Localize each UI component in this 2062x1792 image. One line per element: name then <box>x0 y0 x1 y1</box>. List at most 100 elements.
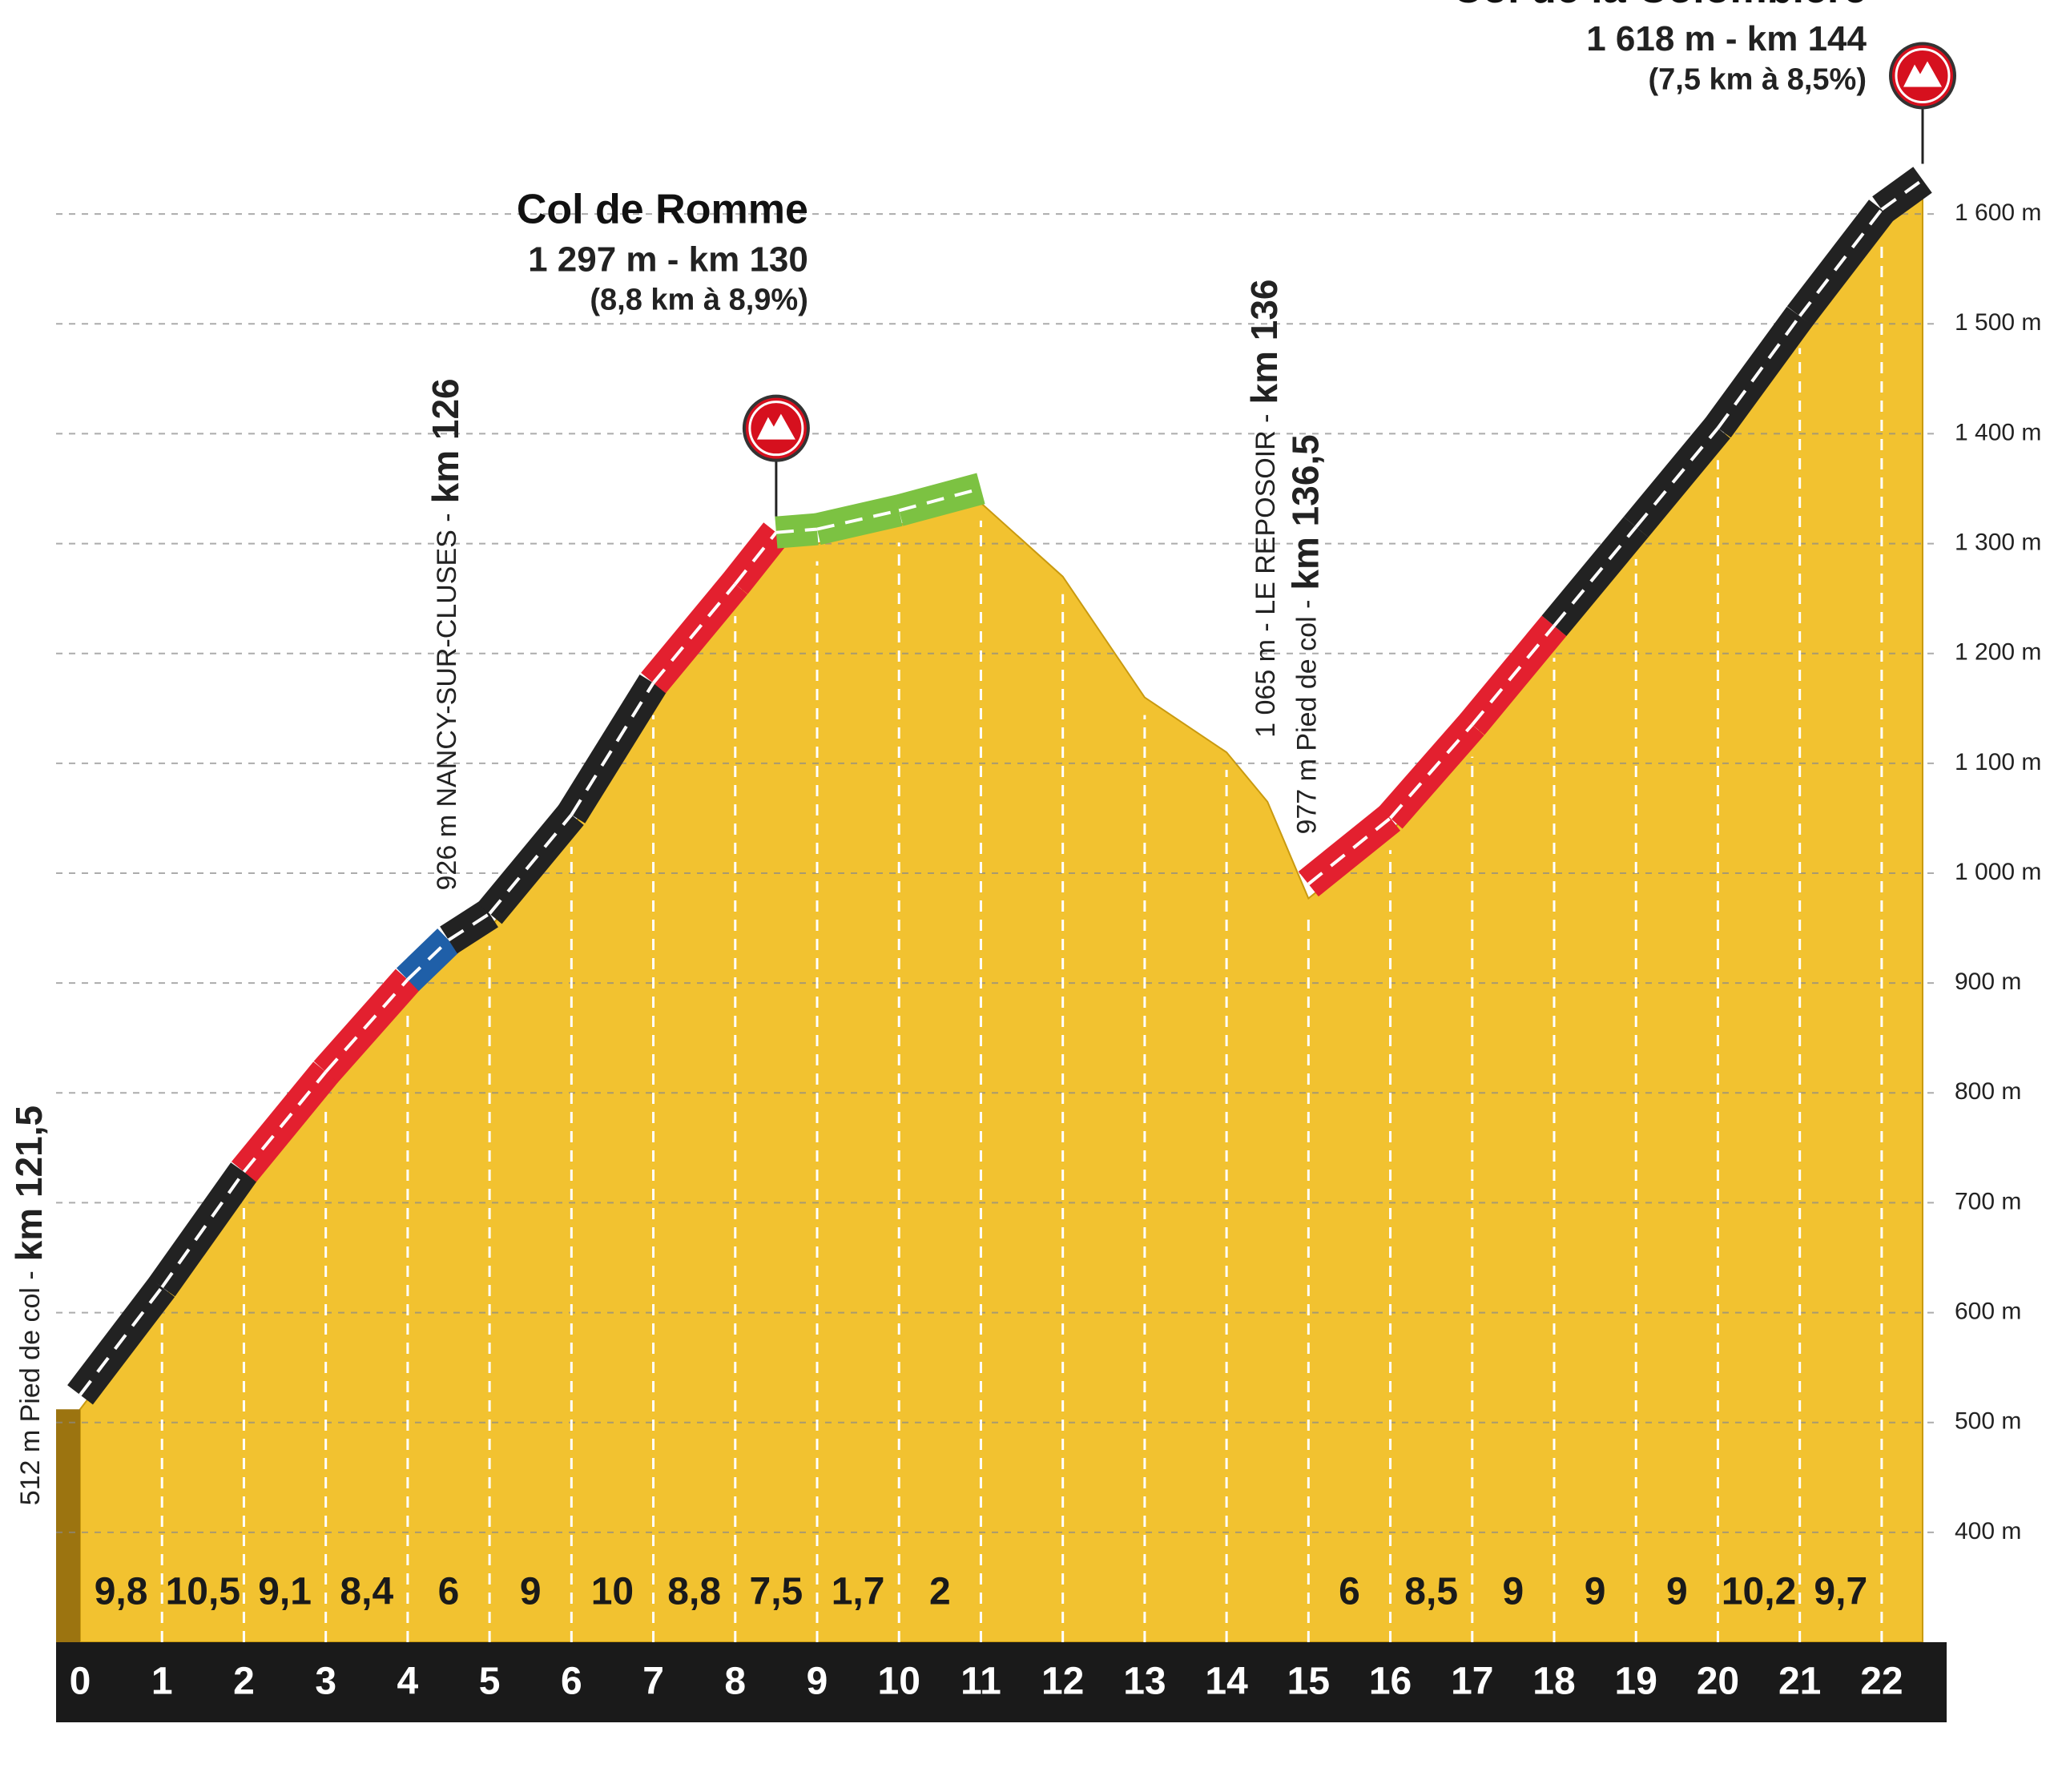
place-label: 1 065 m - LE REPOSOIR - km 136 <box>1243 279 1285 737</box>
x-tick-label: 17 <box>1451 1661 1493 1703</box>
gradient-label: 9 <box>520 1571 542 1613</box>
x-tick-label: 7 <box>642 1661 664 1703</box>
gradient-label: 8,5 <box>1404 1571 1458 1613</box>
place-km: km 121,5 <box>8 1105 50 1261</box>
summit-icon-ring <box>1895 47 1951 103</box>
y-tick-label: 1 000 m <box>1955 859 2041 885</box>
gradient-label: 1,7 <box>832 1571 885 1613</box>
place-text: 926 m NANCY-SUR-CLUSES - <box>432 513 462 890</box>
x-tick-label: 15 <box>1287 1661 1330 1703</box>
y-tick-label: 1 300 m <box>1955 529 2041 555</box>
x-tick-label: 11 <box>961 1661 1001 1703</box>
road-centerline <box>406 939 450 981</box>
x-tick-label: 8 <box>724 1661 746 1703</box>
gradient-label: 10,5 <box>166 1571 240 1613</box>
y-tick-label: 1 100 m <box>1955 749 2041 775</box>
road-centerline <box>775 527 818 534</box>
x-tick-label: 12 <box>1041 1661 1084 1703</box>
gradient-label: 9,7 <box>1814 1571 1867 1613</box>
y-tick-label: 600 m <box>1955 1298 2021 1324</box>
summit-icon-mountain <box>1903 61 1942 87</box>
gradient-label: 9 <box>1666 1571 1688 1613</box>
place-km: km 136,5 <box>1284 434 1326 590</box>
x-tick-label: 13 <box>1123 1661 1166 1703</box>
road-centerline <box>1798 208 1883 317</box>
y-tick-label: 1 500 m <box>1955 309 2041 336</box>
road-centerline <box>79 1286 163 1396</box>
x-tick-label: 2 <box>233 1661 255 1703</box>
x-tick-label: 0 <box>70 1661 91 1703</box>
road-centerline <box>324 978 409 1073</box>
road-centerline <box>1389 723 1474 819</box>
x-tick-label: 5 <box>479 1661 501 1703</box>
road-centerline <box>1471 624 1556 726</box>
summit-icon-ring <box>748 401 804 457</box>
road-centerline <box>1880 178 1924 211</box>
place-label: 926 m NANCY-SUR-CLUSES - km 126 <box>425 378 466 890</box>
x-tick-label: 18 <box>1532 1661 1575 1703</box>
y-tick-label: 1 400 m <box>1955 419 2041 445</box>
x-tick-label: 16 <box>1369 1661 1412 1703</box>
y-tick-label: 700 m <box>1955 1188 2021 1214</box>
gradient-label: 6 <box>1339 1571 1360 1613</box>
road-centerline <box>570 682 655 816</box>
profile-side <box>56 1409 80 1642</box>
place-label: 977 m Pied de col - km 136,5 <box>1284 434 1326 834</box>
y-tick-label: 500 m <box>1955 1408 2021 1435</box>
place-text: 977 m Pied de col - <box>1291 600 1322 835</box>
gradient-label: 7,5 <box>750 1571 803 1613</box>
summit-detail: 1 297 m - km 130 <box>528 240 808 279</box>
road-centerline <box>898 486 981 513</box>
road-centerline <box>816 509 900 531</box>
place-text: 512 m Pied de col - <box>15 1271 46 1505</box>
gradient-label: 9 <box>1503 1571 1524 1613</box>
road-centerline <box>734 531 778 586</box>
gradient-label: 8,4 <box>340 1571 393 1613</box>
gradient-label: 6 <box>438 1571 460 1613</box>
x-tick-label: 19 <box>1615 1661 1657 1703</box>
road-centerline <box>242 1070 328 1174</box>
road-centerline <box>488 813 573 915</box>
gradient-label: 10,2 <box>1722 1571 1796 1613</box>
summit-climb: (8,8 km à 8,9%) <box>590 284 807 317</box>
y-tick-label: 900 m <box>1955 968 2021 995</box>
gradient-label: 9,1 <box>258 1571 312 1613</box>
y-tick-label: 800 m <box>1955 1078 2021 1105</box>
x-tick-label: 21 <box>1778 1661 1821 1703</box>
summit-detail: 1 618 m - km 144 <box>1586 19 1867 58</box>
y-tick-label: 1 600 m <box>1955 199 2041 226</box>
place-km: km 126 <box>425 378 466 503</box>
x-tick-label: 1 <box>151 1661 173 1703</box>
gradient-label: 8,8 <box>667 1571 721 1613</box>
road-centerline <box>1553 526 1637 627</box>
base-band <box>56 1642 1947 1722</box>
x-tick-label: 9 <box>807 1661 828 1703</box>
gradient-label: 2 <box>929 1571 951 1613</box>
y-tick-label: 400 m <box>1955 1518 2021 1544</box>
x-tick-label: 4 <box>397 1661 419 1703</box>
summit-icon-mountain <box>756 413 795 440</box>
x-tick-label: 14 <box>1205 1661 1248 1703</box>
x-tick-label: 6 <box>561 1661 582 1703</box>
road-centerline <box>1634 427 1719 529</box>
x-tick-label: 20 <box>1697 1661 1739 1703</box>
gradient-label: 10 <box>591 1571 634 1613</box>
gradient-label: 9 <box>1585 1571 1606 1613</box>
summit-name: Col de Romme <box>517 186 808 232</box>
road-centerline <box>1716 315 1802 429</box>
summit-name: Col de la Colombière <box>1452 0 1867 12</box>
y-tick-label: 1 200 m <box>1955 639 2041 666</box>
road-centerline <box>160 1170 246 1289</box>
x-tick-label: 3 <box>315 1661 336 1703</box>
place-text: 1 065 m - LE REPOSOIR - <box>1250 413 1281 737</box>
place-km: km 136 <box>1243 279 1285 404</box>
gradient-label: 9,8 <box>95 1571 148 1613</box>
x-tick-label: 22 <box>1860 1661 1903 1703</box>
x-tick-label: 10 <box>878 1661 920 1703</box>
place-label: 512 m Pied de col - km 121,5 <box>8 1105 50 1505</box>
road-centerline <box>652 582 737 684</box>
road-centerline <box>447 912 491 942</box>
road-centerline <box>1307 816 1391 886</box>
summit-climb: (7,5 km à 8,5%) <box>1649 62 1867 96</box>
